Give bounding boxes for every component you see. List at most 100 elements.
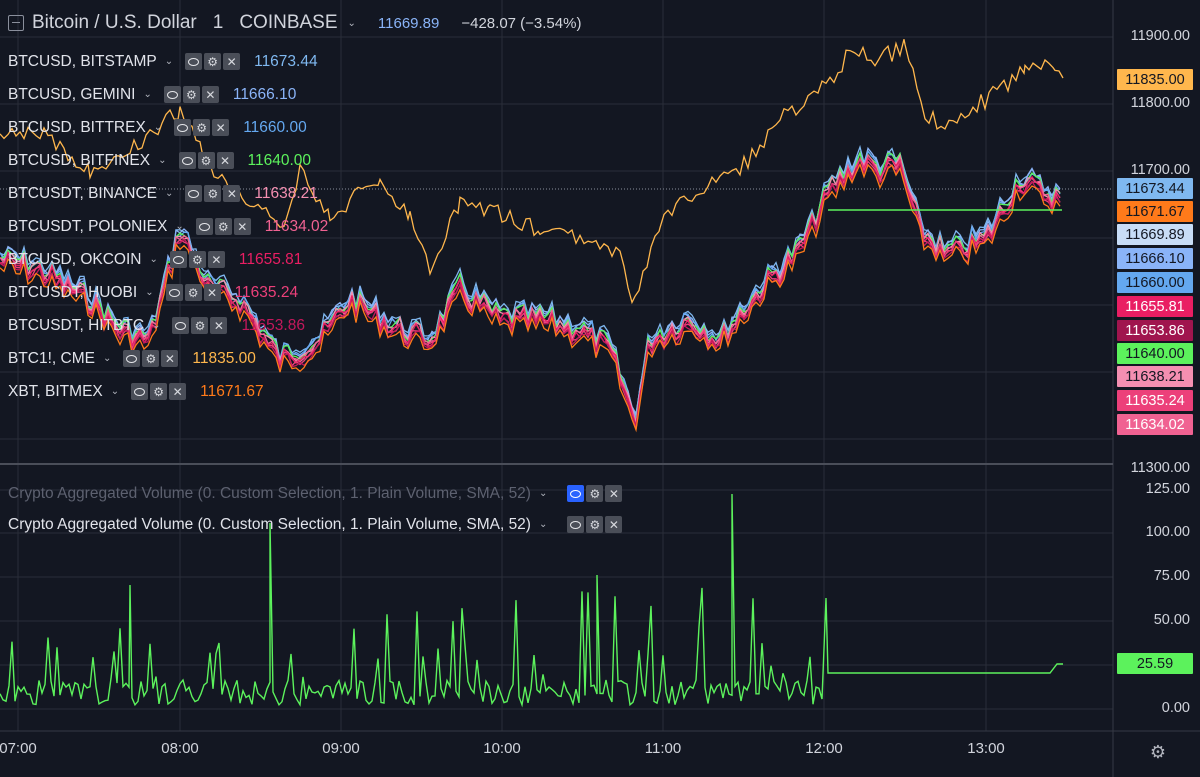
legend-value: 11635.24 [234, 283, 299, 301]
close-icon[interactable]: ✕ [169, 383, 187, 400]
volume-indicator-label[interactable]: Crypto Aggregated Volume (0. Custom Sele… [8, 515, 531, 533]
legend-series-name[interactable]: BTCUSD, OKCOIN [8, 250, 142, 268]
eye-icon[interactable] [567, 516, 585, 533]
legend-row[interactable]: BTCUSD, GEMINI ⌄ ⚙ ✕ 11666.10 [8, 78, 328, 111]
interval-label[interactable]: 1 [212, 12, 224, 33]
eye-icon[interactable] [185, 53, 203, 70]
gear-icon[interactable]: ⚙ [586, 516, 604, 533]
close-icon[interactable]: ✕ [212, 119, 230, 136]
chevron-down-icon[interactable]: ⌄ [149, 254, 158, 265]
collapse-icon[interactable] [8, 15, 24, 31]
legend-value: 11640.00 [247, 151, 312, 169]
symbol-title[interactable]: Bitcoin / U.S. Dollar [32, 12, 197, 33]
eye-icon[interactable] [172, 317, 190, 334]
legend-series-name[interactable]: BTCUSD, BITFINEX [8, 151, 151, 169]
volume-indicator-label[interactable]: Crypto Aggregated Volume (0. Custom Sele… [8, 484, 531, 502]
close-icon[interactable]: ✕ [203, 284, 221, 301]
eye-icon[interactable] [174, 119, 192, 136]
close-icon[interactable]: ✕ [207, 251, 225, 268]
gear-icon[interactable]: ⚙ [1149, 742, 1167, 762]
legend-row[interactable]: BTCUSD, BITTREX ⌄ ⚙ ✕ 11660.00 [8, 111, 328, 144]
price-tag: 11638.21 [1117, 366, 1193, 387]
price-axis-label: 11900.00 [1130, 28, 1190, 44]
eye-icon[interactable] [567, 485, 585, 502]
eye-icon[interactable] [131, 383, 149, 400]
chevron-down-icon[interactable]: ⌄ [175, 221, 184, 232]
close-icon[interactable]: ✕ [161, 350, 179, 367]
legend-series-name[interactable]: BTCUSD, BITTREX [8, 118, 146, 136]
close-icon[interactable]: ✕ [223, 185, 241, 202]
legend-series-name[interactable]: XBT, BITMEX [8, 382, 103, 400]
chevron-down-icon[interactable]: ⌄ [145, 287, 154, 298]
gear-icon[interactable]: ⚙ [188, 251, 206, 268]
chevron-down-icon[interactable]: ⌄ [152, 320, 161, 331]
chevron-down-icon[interactable]: ⌄ [347, 17, 356, 29]
close-icon[interactable]: ✕ [605, 485, 623, 502]
close-icon[interactable]: ✕ [216, 152, 234, 169]
legend-row[interactable]: BTCUSDT, POLONIEX ⌄ ⚙ ✕ 11634.02 [8, 210, 328, 243]
legend-row[interactable]: BTC1!, CME ⌄ ⚙ ✕ 11835.00 [8, 342, 328, 375]
volume-legend-row[interactable]: Crypto Aggregated Volume (0. Custom Sele… [8, 478, 623, 509]
legend-series-name[interactable]: BTCUSD, GEMINI [8, 85, 136, 103]
eye-icon[interactable] [178, 152, 196, 169]
gear-icon[interactable]: ⚙ [193, 119, 211, 136]
eye-icon[interactable] [123, 350, 141, 367]
legend-series-name[interactable]: BTC1!, CME [8, 349, 95, 367]
chevron-down-icon[interactable]: ⌄ [102, 353, 112, 364]
volume-axis-label: 50.00 [1153, 612, 1190, 628]
legend-series-name[interactable]: BTCUSDT, POLONIEX [8, 217, 168, 235]
eye-icon[interactable] [163, 86, 181, 103]
series-legend: BTCUSD, BITSTAMP ⌄ ⚙ ✕ 11673.44 BTCUSD, GEMIN… [8, 45, 328, 408]
price-series-group [0, 144, 1062, 433]
eye-icon[interactable] [169, 251, 187, 268]
gear-icon[interactable]: ⚙ [184, 284, 202, 301]
gear-icon[interactable]: ⚙ [586, 485, 604, 502]
gear-icon[interactable]: ⚙ [204, 53, 222, 70]
legend-series-name[interactable]: BTCUSDT, HITBTC [8, 316, 145, 334]
legend-series-name[interactable]: BTCUSDT, BINANCE [8, 184, 157, 202]
eye-icon[interactable] [195, 218, 213, 235]
close-icon[interactable]: ✕ [210, 317, 228, 334]
eye-icon[interactable] [165, 284, 183, 301]
chevron-down-icon[interactable]: ⌄ [143, 89, 152, 100]
close-icon[interactable]: ✕ [201, 86, 219, 103]
cme-series-line [0, 39, 1064, 305]
legend-row[interactable]: BTCUSDT, BINANCE ⌄ ⚙ ✕ 11638.21 [8, 177, 328, 210]
gear-icon[interactable]: ⚙ [197, 152, 215, 169]
legend-series-name[interactable]: BTCUSD, BITSTAMP [8, 52, 157, 70]
legend-row[interactable]: BTCUSD, OKCOIN ⌄ ⚙ ✕ 11655.81 [8, 243, 328, 276]
gear-icon[interactable]: ⚙ [182, 86, 200, 103]
legend-series-name[interactable]: BTCUSDT, HUOBI [8, 283, 138, 301]
legend-row[interactable]: BTCUSD, BITSTAMP ⌄ ⚙ ✕ 11673.44 [8, 45, 328, 78]
chevron-down-icon[interactable]: ⌄ [538, 519, 548, 530]
close-icon[interactable]: ✕ [223, 53, 241, 70]
chevron-down-icon[interactable]: ⌄ [538, 488, 548, 499]
chevron-down-icon[interactable]: ⌄ [153, 122, 163, 133]
legend-value: 11666.10 [232, 85, 297, 103]
gear-icon[interactable]: ⚙ [214, 218, 232, 235]
close-icon[interactable]: ✕ [605, 516, 623, 533]
legend-value: 11655.81 [238, 250, 303, 268]
legend-value: 11638.21 [254, 184, 318, 202]
legend-row[interactable]: BTCUSDT, HUOBI ⌄ ⚙ ✕ 11635.24 [8, 276, 328, 309]
chevron-down-icon[interactable]: ⌄ [158, 155, 167, 166]
eye-icon[interactable] [185, 185, 203, 202]
chevron-down-icon[interactable]: ⌄ [165, 188, 174, 199]
price-tag: 11835.00 [1117, 69, 1193, 90]
price-tag: 11671.67 [1117, 201, 1193, 222]
gear-icon[interactable]: ⚙ [204, 185, 222, 202]
legend-row[interactable]: BTCUSD, BITFINEX ⌄ ⚙ ✕ 11640.00 [8, 144, 328, 177]
legend-row[interactable]: BTCUSDT, HITBTC ⌄ ⚙ ✕ 11653.86 [8, 309, 328, 342]
gear-icon[interactable]: ⚙ [142, 350, 160, 367]
legend-row[interactable]: XBT, BITMEX ⌄ ⚙ ✕ 11671.67 [8, 375, 328, 408]
volume-axis-label: 75.00 [1153, 568, 1190, 584]
close-icon[interactable]: ✕ [233, 218, 251, 235]
gear-icon[interactable]: ⚙ [150, 383, 168, 400]
volume-legend-row[interactable]: Crypto Aggregated Volume (0. Custom Sele… [8, 509, 623, 540]
chevron-down-icon[interactable]: ⌄ [110, 386, 120, 397]
exchange-label[interactable]: COINBASE [239, 12, 338, 33]
time-axis-label: 10:00 [483, 740, 521, 757]
chevron-down-icon[interactable]: ⌄ [164, 56, 174, 67]
gear-icon[interactable]: ⚙ [191, 317, 209, 334]
